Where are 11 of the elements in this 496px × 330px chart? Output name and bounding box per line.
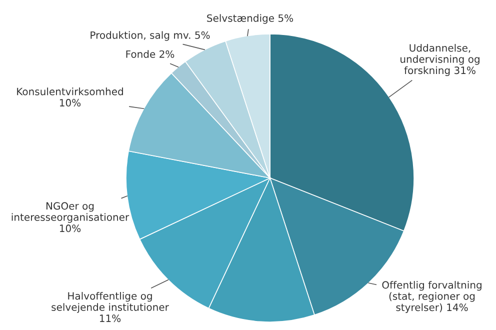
slice-label: Konsulentvirksomhed xyxy=(17,88,123,96)
slice-label: Selvstændige 5% xyxy=(207,14,294,24)
data-label: 10% xyxy=(60,224,81,232)
slice-label: Produktion, salg mv. 5% xyxy=(90,31,210,41)
data-label: 11% xyxy=(100,314,121,322)
slice-label: Fonde 2% xyxy=(126,50,174,58)
data-label: 10% xyxy=(60,98,81,106)
slice-label: NGOer og interesseorganisationer xyxy=(12,202,130,223)
slice-label: Offentlig forvaltning (stat, regioner og styrelser) 14% xyxy=(382,280,482,314)
slice-label: Uddannelse, undervisning og forskning 31% xyxy=(400,44,480,76)
slice-label: Halvoffentlige og selvejende institutioner xyxy=(52,292,169,313)
